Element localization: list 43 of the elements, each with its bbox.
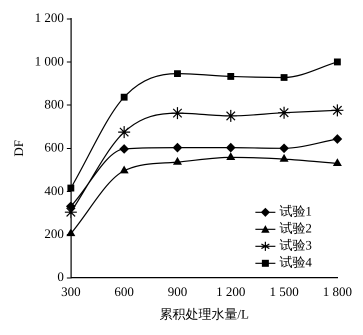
x-tick-label: 300 (61, 284, 81, 300)
y-tick-label: 0 (57, 269, 64, 284)
x-tick-label: 900 (168, 284, 188, 300)
x-tick-label: 1 200 (216, 284, 246, 300)
point (120, 166, 128, 174)
point (174, 70, 181, 78)
point (66, 202, 76, 211)
point (224, 109, 238, 123)
legend-label: 试验1 (279, 204, 312, 219)
point (279, 144, 289, 153)
point (120, 94, 128, 101)
point (66, 228, 75, 236)
point (172, 143, 182, 152)
point (226, 152, 235, 160)
point (170, 106, 184, 120)
legend-label: 试验4 (279, 254, 312, 270)
legend-label: 试验2 (279, 220, 312, 236)
y-axis-title: DF (11, 140, 26, 157)
y-tick-label: 400 (44, 182, 64, 198)
y-tick-label: 200 (44, 226, 64, 242)
point (173, 158, 182, 165)
point (280, 154, 288, 162)
y-tick-label: 800 (44, 96, 64, 112)
point (64, 206, 78, 219)
point (226, 143, 236, 152)
point (277, 106, 291, 120)
x-axis-title: 累积处理水量/L (159, 306, 249, 322)
x-tick-label: 600 (114, 284, 134, 300)
point (333, 158, 342, 166)
point (227, 73, 234, 80)
point (120, 144, 129, 154)
point (334, 58, 341, 66)
x-tick-label: 1 800 (322, 284, 352, 300)
legend-label: 试验3 (279, 238, 312, 253)
y-tick-label: 1 000 (34, 53, 64, 68)
y-tick-label: 1 200 (34, 10, 64, 26)
point (330, 104, 344, 117)
y-tick-label: 600 (44, 140, 64, 155)
point (280, 74, 288, 81)
point (118, 126, 131, 139)
point (332, 134, 342, 144)
x-tick-label: 1 500 (269, 284, 299, 300)
point (67, 184, 74, 192)
